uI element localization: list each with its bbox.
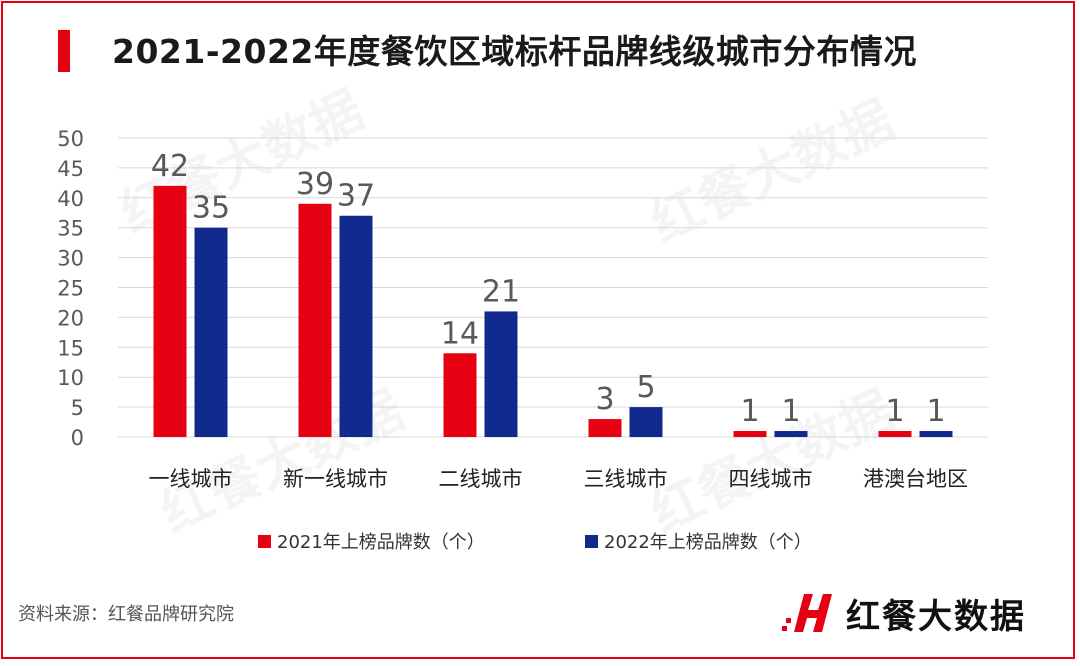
data-label: 14: [441, 316, 479, 351]
y-tick-label: 5: [71, 396, 84, 420]
bar-2022: [919, 431, 953, 437]
y-tick-label: 35: [57, 217, 84, 241]
brand-logo: 红餐大数据: [782, 588, 1026, 638]
legend-label: 2021年上榜品牌数（个）: [277, 532, 485, 553]
title-accent-bar: [58, 30, 70, 72]
grid-lines: [118, 137, 988, 438]
x-tick-label: 三线城市: [584, 467, 668, 491]
y-tick-label: 0: [71, 426, 84, 450]
bars: [153, 185, 953, 437]
data-label: 3: [595, 382, 614, 417]
data-label: 42: [151, 149, 189, 184]
data-label: 1: [926, 394, 945, 429]
data-label: 1: [885, 394, 904, 429]
bar-2022: [484, 311, 518, 437]
bar-2021: [588, 419, 622, 437]
y-tick-label: 15: [57, 336, 84, 360]
bar-2021: [443, 353, 477, 437]
legend-swatch: [585, 535, 598, 548]
x-tick-label: 新一线城市: [283, 467, 388, 491]
y-tick-label: 30: [57, 247, 84, 271]
x-tick-label: 四线城市: [729, 467, 813, 491]
legend: 2021年上榜品牌数（个） 2022年上榜品牌数（个）: [258, 532, 812, 553]
bar-2021: [878, 431, 912, 437]
data-label: 39: [296, 167, 334, 202]
x-tick-label: 二线城市: [439, 467, 523, 491]
legend-label: 2022年上榜品牌数（个）: [604, 532, 812, 553]
logo-text: 红餐大数据: [846, 596, 1026, 637]
y-tick-label: 45: [57, 157, 84, 181]
data-label: 21: [482, 274, 520, 309]
bar-2022: [194, 227, 228, 437]
data-label: 1: [740, 394, 759, 429]
bar-2021: [733, 431, 767, 437]
data-label: 35: [192, 191, 230, 226]
y-tick-label: 20: [57, 306, 84, 330]
y-tick-label: 50: [57, 127, 84, 151]
bar-2022: [339, 215, 373, 437]
y-tick-label: 10: [57, 366, 84, 390]
logo-mark-icon: [782, 594, 832, 632]
legend-swatch: [258, 535, 271, 548]
source-note: 资料来源：红餐品牌研究院: [18, 604, 234, 625]
x-tick-label: 港澳台地区: [863, 467, 968, 491]
y-tick-label: 40: [57, 187, 84, 211]
data-label: 5: [636, 370, 655, 405]
data-label: 37: [337, 179, 375, 214]
y-tick-label: 25: [57, 277, 84, 301]
chart-title: 2021-2022年度餐饮区域标杆品牌线级城市分布情况: [112, 32, 917, 71]
bar-2021: [153, 185, 187, 437]
bar-2022: [774, 431, 808, 437]
data-label: 1: [781, 394, 800, 429]
x-axis-ticks: 一线城市 新一线城市 二线城市 三线城市 四线城市 港澳台地区: [149, 467, 969, 491]
bar-2022: [629, 407, 663, 437]
x-tick-label: 一线城市: [149, 467, 233, 491]
bar-2021: [298, 203, 332, 437]
y-axis-ticks: 0 5 10 15 20 25 30 35 40 45 50: [57, 127, 84, 450]
